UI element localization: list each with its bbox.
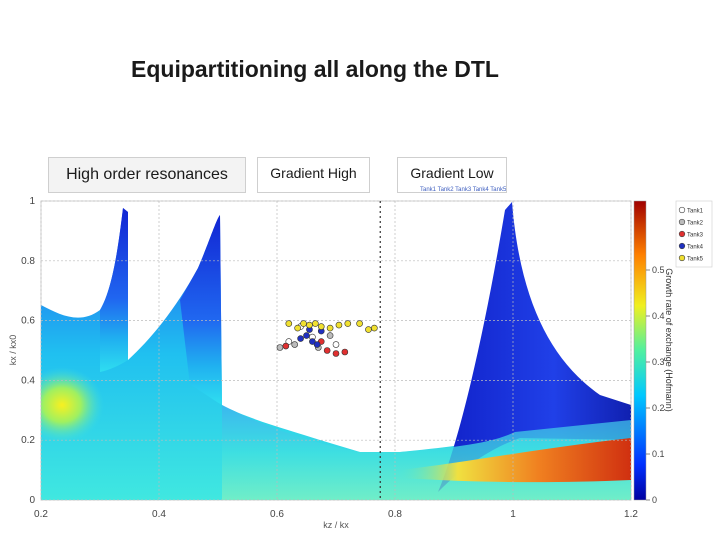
high-order-spike-2 [180, 215, 222, 405]
data-point-tank5 [356, 320, 363, 327]
data-point-tank5 [285, 320, 293, 327]
resonance-regions [41, 202, 631, 500]
legend-label-tank2: Tank2 [687, 221, 704, 227]
colorbar-tick-label: 0 [652, 495, 657, 505]
y-tick-label: 0.6 [21, 316, 35, 327]
gradient-low-label: Gradient Low [397, 157, 507, 193]
legend-marker-tank1 [678, 206, 686, 214]
high-order-resonances-label: High order resonances [48, 157, 246, 193]
data-point-tank5 [306, 321, 313, 329]
legend-marker-tank4 [678, 242, 686, 250]
data-point-tank1 [285, 338, 293, 345]
x-axis-ticks: 0.2 0.4 0.6 0.8 1 1.2 [34, 509, 638, 520]
data-point-tank1 [332, 341, 340, 348]
data-point-tank5 [371, 324, 378, 332]
data-point-tank3 [341, 348, 349, 356]
data-point-tank2 [326, 332, 334, 339]
x-tick-label: 0.8 [388, 509, 402, 520]
data-point-tank2 [276, 344, 284, 351]
high-order-spike-1 [100, 208, 128, 372]
data-point-tank4 [309, 338, 316, 345]
data-point-tank5 [294, 324, 301, 332]
colorbar-tick-label: 0.2 [652, 403, 665, 413]
data-point-tank3 [282, 342, 290, 350]
colorbar-tick-label: 0.4 [652, 311, 665, 321]
y-tick-label: 0.8 [21, 256, 35, 267]
colorbar-tick-label: 0.5 [652, 265, 665, 275]
y-axis-ticks: 0 0.2 0.4 0.6 0.8 1 [21, 196, 35, 506]
gradient-high-label: Gradient High [257, 157, 370, 193]
data-point-tank5 [344, 320, 352, 327]
data-point-tank5 [335, 321, 343, 329]
colorbar-tick-label: 0.1 [652, 449, 665, 459]
colorbar-tick-label: 0.3 [652, 357, 665, 367]
y-tick-label: 0.2 [21, 435, 35, 446]
colorbar-label: Growth rate of exchange (Hofmann) [664, 268, 674, 412]
y-tick-label: 0.4 [21, 375, 35, 386]
data-point-tank5 [300, 320, 307, 327]
legend-marker-tank5 [678, 254, 686, 262]
legend-marker-tank2 [678, 218, 686, 226]
yellow-hotspot [41, 367, 104, 443]
legend-label-tank3: Tank3 [687, 233, 704, 239]
x-tick-label: 0.2 [34, 509, 48, 520]
left-resonance-region [41, 208, 631, 500]
x-tick-label: 1 [510, 509, 516, 520]
colorbar [633, 200, 647, 501]
data-point-tank5 [312, 320, 319, 327]
grid-lines [40, 200, 632, 501]
legend-label-tank4: Tank4 [687, 245, 704, 251]
data-point-tank4 [297, 335, 304, 342]
data-point-tank5 [365, 326, 372, 333]
data-point-tank4 [313, 341, 321, 348]
y-axis-label: kx / kx0 [8, 335, 18, 366]
legend-label-tank1: Tank1 [687, 209, 704, 215]
y-tick-label: 0 [29, 495, 35, 506]
data-point-tank5 [317, 323, 325, 330]
legend: Tank1 Tank2 Tank3 Tank4 Tank5 [675, 200, 713, 268]
x-axis-label: kz / kx [323, 520, 349, 530]
chart-header-text: Tank1 Tank2 Tank3 Tank4 Tank5 [420, 187, 507, 193]
data-point-tank4 [303, 332, 310, 339]
colorbar-ticks: 0 0.1 0.2 0.3 0.4 0.5 [646, 265, 665, 505]
x-tick-label: 0.6 [270, 509, 284, 520]
data-point-tank3 [332, 350, 340, 357]
legend-label-tank5: Tank5 [687, 257, 704, 263]
data-point-tank5 [326, 324, 334, 332]
y-tick-label: 1 [29, 196, 35, 207]
hot-band [400, 438, 631, 483]
data-point-tank3 [323, 347, 331, 354]
x-tick-label: 0.4 [152, 509, 166, 520]
data-point-tank2 [291, 341, 299, 348]
legend-marker-tank3 [678, 230, 686, 238]
gradient-low-spike [438, 202, 631, 492]
page-title: Equipartitioning all along the DTL [131, 56, 499, 82]
data-points [276, 320, 378, 357]
x-tick-label: 1.2 [624, 509, 638, 520]
